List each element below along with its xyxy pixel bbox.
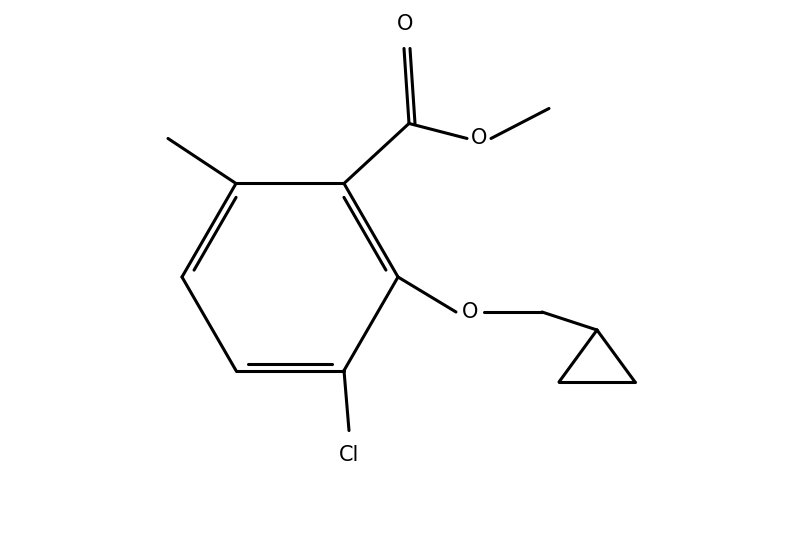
Text: O: O (470, 129, 487, 148)
Text: O: O (397, 14, 413, 34)
Text: O: O (462, 302, 478, 322)
Text: Cl: Cl (339, 444, 359, 465)
